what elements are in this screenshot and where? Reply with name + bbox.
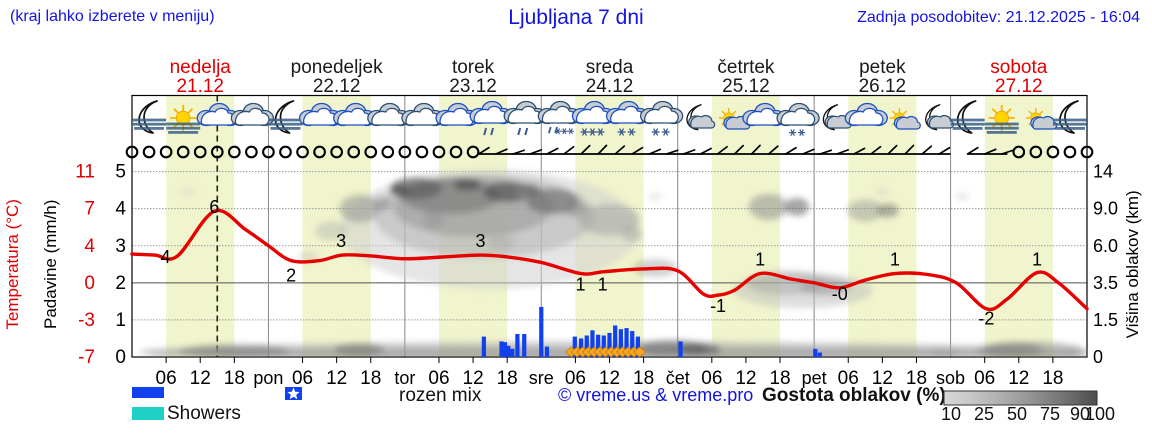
svg-text:Padavine (mm/h): Padavine (mm/h) bbox=[41, 200, 60, 329]
svg-text:4: 4 bbox=[115, 199, 126, 220]
svg-text:18: 18 bbox=[497, 368, 518, 389]
svg-text:-1: -1 bbox=[710, 296, 726, 316]
svg-text:14: 14 bbox=[1093, 162, 1113, 182]
svg-text:7: 7 bbox=[84, 199, 95, 220]
svg-text:06: 06 bbox=[156, 368, 177, 389]
svg-text:3.5: 3.5 bbox=[1093, 273, 1118, 293]
svg-text:12: 12 bbox=[326, 368, 347, 389]
svg-text:50: 50 bbox=[1007, 404, 1027, 424]
svg-text:5: 5 bbox=[115, 162, 126, 183]
svg-text:06: 06 bbox=[292, 368, 313, 389]
svg-text:3: 3 bbox=[475, 231, 485, 251]
svg-text:-0: -0 bbox=[832, 284, 848, 304]
svg-text:1: 1 bbox=[115, 310, 126, 331]
svg-text:© vreme.us & vreme.pro: © vreme.us & vreme.pro bbox=[558, 385, 753, 405]
svg-text:2: 2 bbox=[286, 265, 296, 285]
svg-text:Showers: Showers bbox=[167, 403, 241, 424]
svg-text:Višina oblakov (km): Višina oblakov (km) bbox=[1123, 190, 1142, 338]
svg-text:1: 1 bbox=[576, 275, 586, 295]
svg-text:-7: -7 bbox=[78, 347, 95, 368]
svg-text:4: 4 bbox=[84, 236, 95, 257]
svg-text:25: 25 bbox=[974, 404, 994, 424]
svg-text:1.5: 1.5 bbox=[1093, 310, 1118, 330]
svg-text:sre: sre bbox=[529, 368, 554, 388]
svg-text:pon: pon bbox=[253, 368, 283, 388]
svg-text:18: 18 bbox=[1042, 368, 1063, 389]
svg-text:2: 2 bbox=[115, 273, 126, 294]
svg-text:1: 1 bbox=[1032, 250, 1042, 270]
svg-text:1: 1 bbox=[890, 250, 900, 270]
svg-text:18: 18 bbox=[224, 368, 245, 389]
svg-text:0: 0 bbox=[84, 273, 95, 294]
svg-text:18: 18 bbox=[360, 368, 381, 389]
svg-text:75: 75 bbox=[1040, 404, 1060, 424]
svg-text:6.0: 6.0 bbox=[1093, 236, 1118, 256]
svg-text:06: 06 bbox=[974, 368, 995, 389]
svg-text:-2: -2 bbox=[978, 309, 994, 329]
svg-text:12: 12 bbox=[1008, 368, 1029, 389]
svg-text:12: 12 bbox=[190, 368, 211, 389]
svg-text:6: 6 bbox=[209, 197, 219, 217]
svg-text:0: 0 bbox=[1093, 347, 1103, 367]
svg-text:Gostota oblakov (%): Gostota oblakov (%) bbox=[762, 385, 946, 406]
svg-text:rozen mix: rozen mix bbox=[399, 385, 482, 406]
svg-text:100: 100 bbox=[1085, 404, 1115, 424]
svg-text:11: 11 bbox=[75, 162, 95, 183]
svg-text:10: 10 bbox=[941, 404, 961, 424]
svg-text:3: 3 bbox=[115, 236, 126, 257]
svg-text:1: 1 bbox=[598, 275, 608, 295]
svg-text:-3: -3 bbox=[78, 310, 95, 331]
svg-text:9.0: 9.0 bbox=[1093, 199, 1118, 219]
svg-text:Temperatura (°C): Temperatura (°C) bbox=[3, 199, 22, 330]
svg-text:0: 0 bbox=[115, 347, 126, 368]
svg-text:3: 3 bbox=[336, 231, 346, 251]
svg-text:1: 1 bbox=[755, 250, 765, 270]
svg-text:4: 4 bbox=[161, 247, 171, 267]
